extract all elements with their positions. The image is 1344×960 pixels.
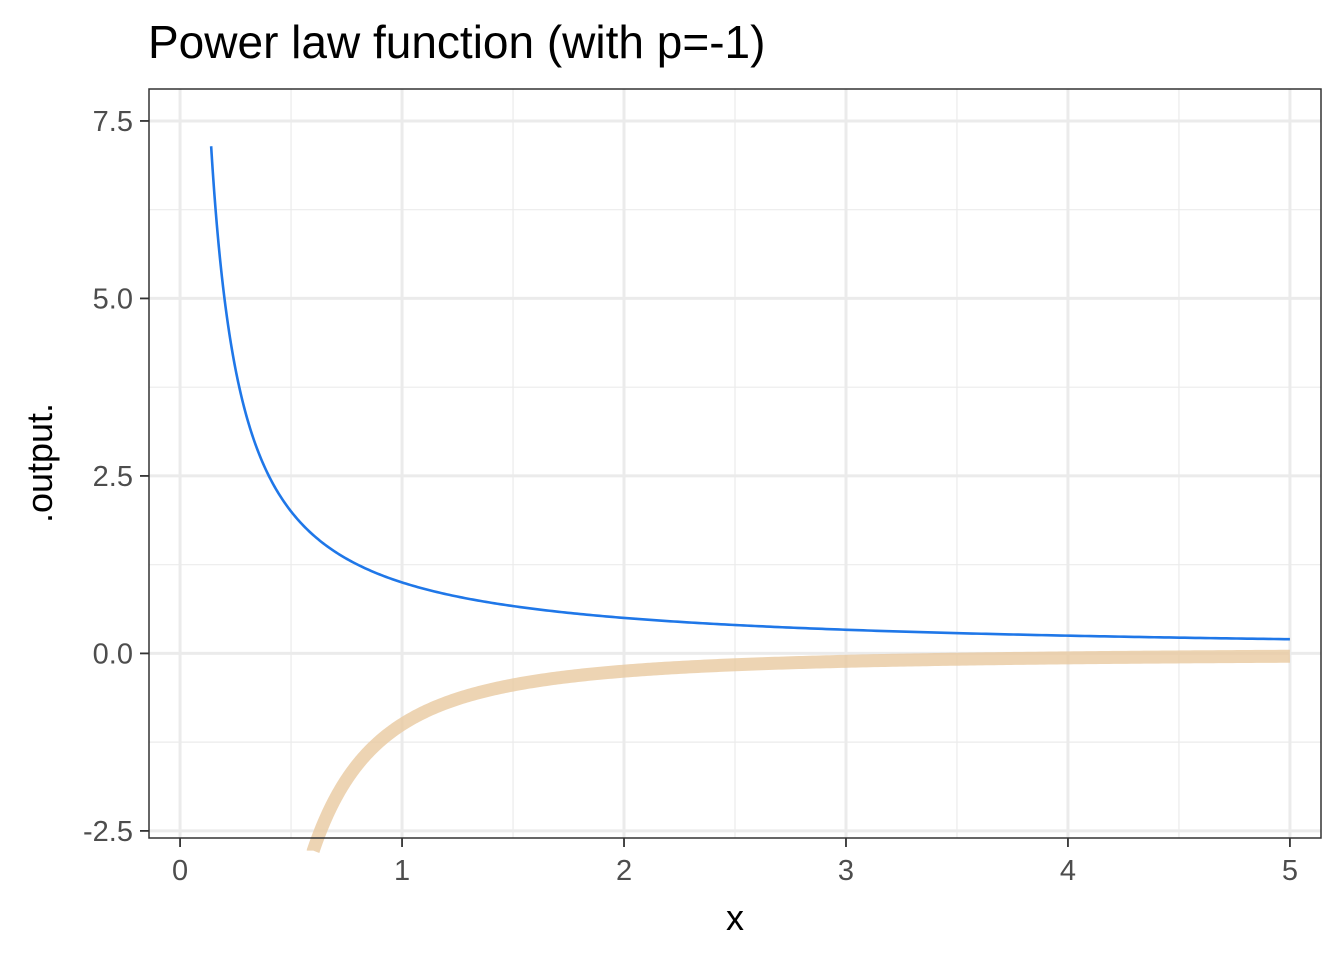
- minor-grid: [149, 89, 1321, 838]
- y-tick-label: -2.5: [83, 816, 133, 848]
- series-layer: [209, 145, 1292, 858]
- series-line-inverse: [209, 145, 1290, 641]
- x-tick-label: 0: [172, 855, 188, 887]
- y-tick-label: 7.5: [93, 106, 133, 138]
- x-tick-label: 1: [394, 855, 410, 887]
- x-tick-label: 5: [1282, 855, 1298, 887]
- x-tick-label: 4: [1060, 855, 1076, 887]
- major-grid: [149, 89, 1321, 838]
- x-axis-title: x: [726, 897, 744, 938]
- chart-title: Power law function (with p=-1): [148, 16, 765, 68]
- series-line-neg-inverse-square: [306, 649, 1292, 858]
- y-axis: -2.5 0.0 2.5 5.0 7.5: [83, 106, 149, 848]
- y-tick-label: 5.0: [93, 283, 133, 315]
- x-axis: 0 1 2 3 4 5: [172, 838, 1298, 887]
- y-tick-label: 2.5: [93, 461, 133, 493]
- x-tick-label: 3: [838, 855, 854, 887]
- plot-border: [148, 88, 1322, 839]
- y-tick-label: 0.0: [93, 638, 133, 670]
- y-axis-title: .output.: [19, 403, 60, 523]
- x-tick-label: 2: [616, 855, 632, 887]
